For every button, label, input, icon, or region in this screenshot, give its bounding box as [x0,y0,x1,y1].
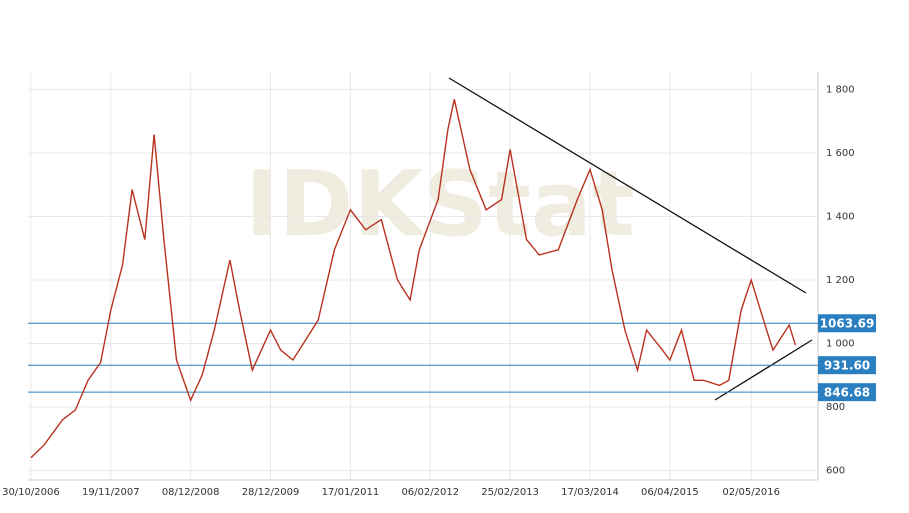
y-tick-label: 800 [826,402,845,413]
x-tick-label: 08/12/2008 [162,487,220,498]
x-tick-label: 06/04/2015 [641,487,699,498]
trend-line [448,77,807,294]
y-tick-label: 1 000 [826,338,855,349]
level-box [818,356,876,375]
x-tick-label: 28/12/2009 [242,487,300,498]
y-tick-label: 1 200 [826,275,855,286]
trend-line [714,339,813,401]
level-box [818,314,876,333]
x-tick-label: 02/05/2016 [722,487,780,498]
level-box [818,383,876,402]
y-tick-label: 600 [826,465,845,476]
x-tick-label: 17/03/2014 [561,487,619,498]
y-tick-label: 1 400 [826,211,855,222]
level-label: 1063.69 [820,317,875,331]
x-tick-label: 19/11/2007 [82,487,140,498]
x-tick-label: 25/02/2013 [481,487,539,498]
watermark: IDKStat [245,152,635,257]
y-tick-label: 1 600 [826,148,855,159]
x-tick-label: 17/01/2011 [322,487,380,498]
x-tick-label: 06/02/2012 [401,487,459,498]
x-tick-label: 30/10/2006 [2,487,60,498]
level-label: 846.68 [824,386,870,400]
price-line [30,99,797,459]
y-tick-label: 1 800 [826,84,855,95]
level-label: 931.60 [824,359,870,373]
